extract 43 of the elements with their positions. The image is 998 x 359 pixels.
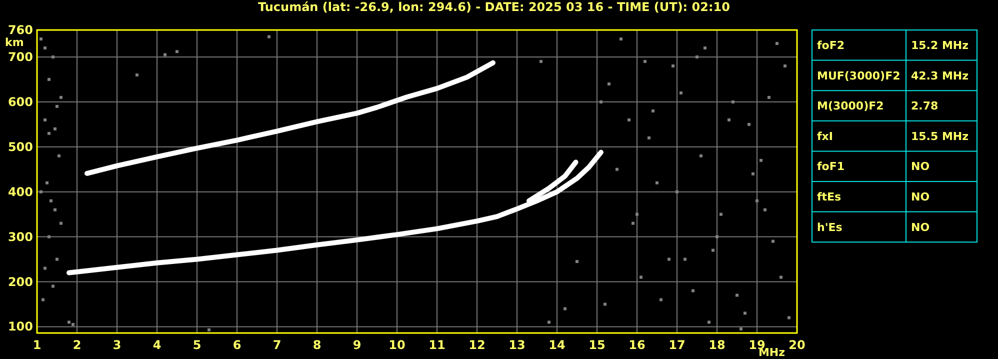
x-tick-label: 8: [312, 338, 322, 352]
text: NO: [911, 220, 930, 234]
x-tick-label: 15: [588, 338, 606, 352]
text: fxI: [817, 130, 833, 143]
x-tick-label: 7: [272, 338, 282, 352]
y-tick-label: 400: [8, 184, 33, 199]
text: 2.78: [911, 100, 938, 113]
x-tick-label: 17: [668, 338, 686, 352]
text: MUF(3000)F2: [817, 69, 900, 82]
y-tick-label: 760: [8, 23, 33, 37]
x-tick-label: 10: [388, 338, 406, 352]
x-tick-label: 9: [352, 338, 362, 352]
y-tick-label: 300: [8, 230, 33, 244]
x-tick-label: 3: [112, 338, 122, 352]
text: ftEs: [817, 190, 842, 204]
y-tick-label: 100: [8, 320, 33, 334]
x-tick-label: 18: [708, 338, 726, 352]
x-tick-label: 20: [788, 338, 806, 352]
y-tick-label: 500: [8, 140, 33, 154]
x-tick-label: 6: [232, 338, 242, 352]
x-tick-label: 12: [468, 338, 486, 352]
text: foF1: [817, 160, 845, 174]
x-tick-label: 4: [152, 338, 162, 352]
text: 15.2 MHz: [911, 39, 969, 52]
x-tick-label: 11: [428, 338, 446, 352]
x-tick-label: 5: [192, 338, 202, 352]
y-tick-label: 700: [8, 50, 33, 64]
text: 42.3 MHz: [911, 69, 969, 82]
y-axis-title: km: [5, 36, 24, 49]
text: NO: [911, 190, 930, 204]
text: h'Es: [817, 220, 843, 234]
x-tick-label: 1: [32, 338, 42, 352]
text: 15.5 MHz: [911, 130, 969, 143]
text: M(3000)F2: [817, 100, 884, 113]
chart-title: Tucumán (lat: -26.9, lon: 294.6) - DATE: 2025 03 16 - TIME (UT): 02:10: [258, 0, 730, 14]
x-tick-label: 13: [508, 338, 526, 352]
y-tick-label: 200: [8, 274, 33, 289]
x-tick-label: 14: [548, 338, 566, 352]
y-tick-label: 600: [8, 94, 33, 109]
x-tick-label: 16: [628, 338, 646, 352]
x-tick-label: 2: [72, 338, 82, 352]
text: NO: [911, 160, 930, 174]
text: foF2: [817, 39, 845, 52]
